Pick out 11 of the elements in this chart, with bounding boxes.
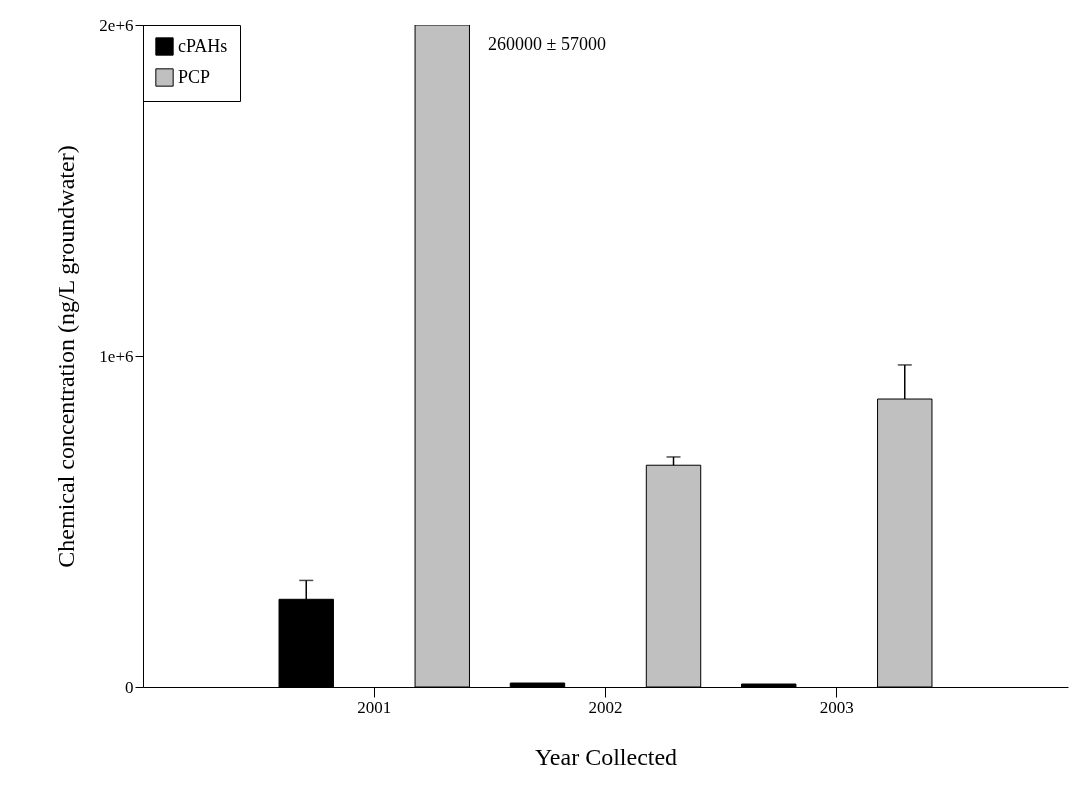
y-tick-label: 2e+6 <box>99 15 134 35</box>
y-tick-label: 1e+6 <box>99 346 134 366</box>
legend-label: cPAHs <box>178 35 228 56</box>
y-tick-label: 0 <box>125 677 134 697</box>
x-tick-label: 2001 <box>357 697 392 717</box>
annotation: 260000 ± 57000 <box>488 34 606 54</box>
y-axis-title: Chemical concentration (ng/L groundwater) <box>53 145 80 568</box>
x-tick-label: 2003 <box>819 697 854 717</box>
x-tick-label: 2002 <box>588 697 623 717</box>
x-axis-title: Year Collected <box>534 743 678 770</box>
legend-label: PCP <box>178 66 211 87</box>
